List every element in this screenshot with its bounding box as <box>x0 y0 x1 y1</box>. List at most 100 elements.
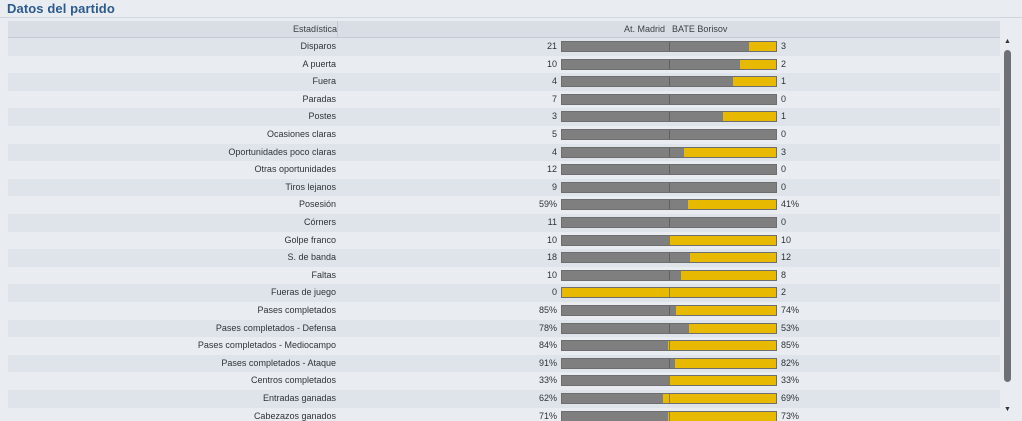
header-stat-column[interactable]: Estadística <box>8 21 338 37</box>
title-divider <box>0 17 1022 18</box>
home-value: 10 <box>546 58 557 69</box>
away-value: 2 <box>781 58 787 69</box>
stat-row: Postes 3 1 <box>8 108 1000 126</box>
stat-row: Córners 11 0 <box>8 214 1000 232</box>
comparison-bar <box>561 129 777 140</box>
comparison-bar <box>561 76 777 88</box>
stat-row: Centros completados 33% 33% <box>8 372 1000 390</box>
bar-midline <box>669 130 670 139</box>
away-value: 73% <box>781 410 800 421</box>
comparison-bar <box>561 234 777 246</box>
table-header: Estadística At. Madrid BATE Borisov <box>8 21 1000 38</box>
away-value: 3 <box>781 146 787 157</box>
stat-row: Pases completados - Defensa 78% 53% <box>8 319 1000 338</box>
home-share-fill <box>562 235 669 245</box>
header-teams: At. Madrid BATE Borisov <box>339 21 1000 37</box>
home-share-fill <box>562 376 669 386</box>
stat-row: A puerta 10 2 <box>8 55 1000 74</box>
comparison-bar <box>561 164 777 176</box>
comparison-bar <box>561 181 777 193</box>
home-value: 7 <box>551 93 557 104</box>
bar-midline <box>669 94 670 104</box>
stat-row: Golpe franco 10 10 <box>8 231 1000 250</box>
home-share-fill <box>562 218 776 227</box>
bar-midline <box>669 394 670 403</box>
home-share-fill <box>562 42 750 51</box>
comparison-bar <box>561 410 777 421</box>
comparison-bar <box>561 146 777 158</box>
stat-row: Paradas 7 0 <box>8 90 1000 109</box>
home-value: 18 <box>546 252 557 263</box>
away-value: 12 <box>781 252 792 263</box>
stat-row: Pases completados 85% 74% <box>8 302 1000 320</box>
away-value: 0 <box>781 164 787 175</box>
stat-row: Fueras de juego 0 2 <box>8 284 1000 302</box>
home-value: 9 <box>551 181 557 192</box>
home-value: 78% <box>538 322 557 333</box>
away-value: 0 <box>781 217 787 227</box>
comparison-bar <box>561 287 777 299</box>
bar-midline <box>669 341 670 351</box>
stat-label: Paradas <box>302 93 336 104</box>
home-value: 11 <box>547 217 557 227</box>
bar-midline <box>669 306 670 315</box>
bar-midline <box>669 59 670 69</box>
bar-midline <box>669 218 670 227</box>
home-share-fill <box>562 94 776 104</box>
home-value: 59% <box>538 199 557 210</box>
home-share-fill <box>562 411 668 421</box>
away-value: 1 <box>781 76 787 87</box>
comparison-bar <box>561 269 777 281</box>
stat-label: Cabezazos ganados <box>253 410 336 421</box>
stat-row: Ocasiones claras 5 0 <box>8 126 1000 144</box>
home-share-fill <box>562 200 689 210</box>
header-away-team[interactable]: BATE Borisov <box>672 24 728 34</box>
away-value: 53% <box>781 322 800 333</box>
stat-label: Ocasiones claras <box>266 129 336 139</box>
home-value: 62% <box>538 393 557 403</box>
comparison-bar <box>561 393 777 404</box>
away-value: 41% <box>781 199 800 210</box>
stat-row: Oportunidades poco claras 4 3 <box>8 143 1000 162</box>
vertical-scrollbar[interactable]: ▲ ▼ <box>1003 38 1013 414</box>
home-share-fill <box>562 59 741 69</box>
stat-row: Posesión 59% 41% <box>8 196 1000 214</box>
stat-label: Postes <box>308 111 336 122</box>
home-value: 5 <box>551 129 557 139</box>
bar-midline <box>669 165 670 175</box>
comparison-bar <box>561 111 777 123</box>
stat-label: Golpe franco <box>284 234 336 245</box>
stat-label: Fueras de juego <box>270 287 336 298</box>
comparison-bar <box>561 199 777 211</box>
bar-midline <box>669 323 670 333</box>
away-value: 3 <box>781 41 787 51</box>
away-value: 0 <box>781 93 787 104</box>
stat-row: Entradas ganadas 62% 69% <box>8 390 1000 408</box>
header-home-team[interactable]: At. Madrid <box>623 24 665 34</box>
stat-row: Tiros lejanos 9 0 <box>8 178 1000 197</box>
arrow-up-icon[interactable]: ▲ <box>1004 38 1011 45</box>
scrollbar-thumb[interactable] <box>1004 50 1011 382</box>
home-value: 3 <box>551 111 557 122</box>
stat-row: Pases completados - Mediocampo 84% 85% <box>8 337 1000 355</box>
bar-midline <box>669 112 670 122</box>
arrow-down-icon[interactable]: ▼ <box>1004 406 1011 413</box>
comparison-bar <box>561 58 777 70</box>
stat-row: Pases completados - Ataque 91% 82% <box>8 354 1000 373</box>
home-value: 84% <box>538 340 557 351</box>
bar-midline <box>669 358 670 368</box>
comparison-bar <box>561 322 777 334</box>
home-share-fill <box>562 130 776 139</box>
home-share-fill <box>562 394 664 403</box>
home-share-fill <box>562 253 691 263</box>
stat-label: Disparos <box>300 41 336 51</box>
away-value: 69% <box>781 393 800 403</box>
stat-label: Pases completados - Ataque <box>221 357 336 368</box>
home-value: 10 <box>546 269 557 280</box>
bar-midline <box>669 77 670 87</box>
bar-midline <box>669 270 670 280</box>
home-value: 71% <box>538 410 557 421</box>
home-share-fill <box>562 323 690 333</box>
comparison-bar <box>561 340 777 352</box>
away-value: 2 <box>781 287 787 298</box>
